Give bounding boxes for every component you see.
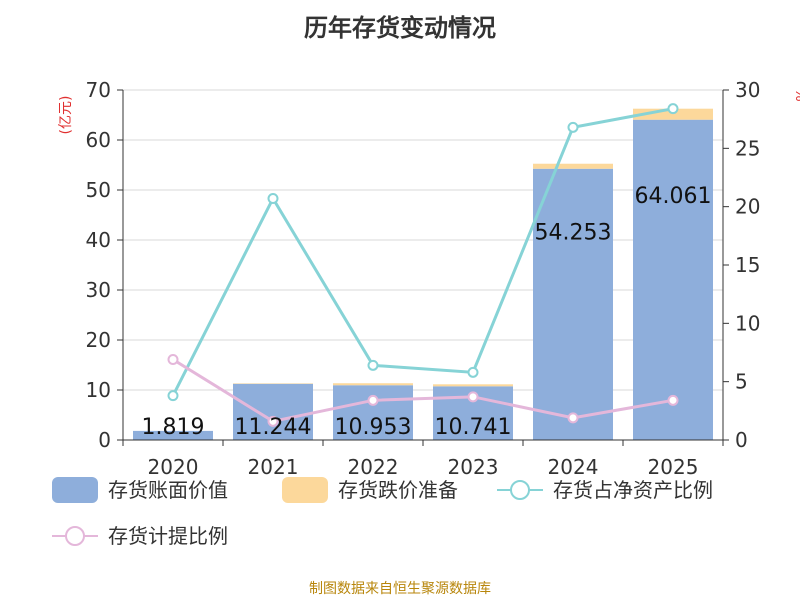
y-left-tick-label: 50 [86, 178, 111, 202]
legend-book-value-label: 存货账面价值 [108, 478, 228, 502]
lines [167, 103, 679, 427]
inventory-to-net-assets-point [667, 103, 679, 115]
bar-impairment-reserve [333, 383, 413, 386]
provision-ratio-point [367, 394, 379, 406]
y-right-tick-label: 15 [735, 253, 760, 277]
bar-impairment-reserve [633, 108, 713, 120]
legend-impairment-reserve-label: 存货跌价准备 [338, 478, 458, 502]
bars [133, 108, 713, 441]
legend-provision-ratio-swatch-marker [65, 526, 85, 546]
bar-impairment-reserve [533, 163, 613, 169]
legend-book-value-swatch [52, 477, 98, 503]
y-left-axis-label: (亿元) [58, 96, 74, 135]
bar-value-label: 64.061 [635, 184, 712, 209]
bar-book-value [233, 383, 313, 440]
data-labels: 1.819 11.244 10.953 10.741 54.253 64.061 [142, 184, 712, 440]
x-tick-label: 2022 [348, 455, 399, 479]
bar-value-label: 54.253 [535, 220, 612, 245]
x-tick-label: 2025 [648, 455, 699, 479]
y-left-tick-label: 20 [86, 328, 111, 352]
y-right-tick-label: 25 [735, 136, 760, 160]
provision-ratio-point [667, 394, 679, 406]
x-tick-label: 2024 [548, 455, 599, 479]
bar-book-value [533, 168, 613, 441]
x-tick-label: 2023 [448, 455, 499, 479]
y-right-tick-label: 20 [735, 195, 760, 219]
y-right-tick-label: 0 [735, 428, 748, 452]
inventory-to-net-assets-point [467, 366, 479, 378]
bar-book-value [133, 430, 213, 440]
axes: 010203040506070051015202530(亿元)%20202021… [58, 78, 800, 479]
bar-value-label: 11.244 [235, 415, 312, 440]
bar-impairment-reserve [433, 384, 513, 387]
y-right-tick-label: 10 [735, 311, 760, 335]
legend-provision-ratio-label: 存货计提比例 [108, 524, 228, 548]
y-right-axis-label: % [792, 88, 800, 101]
provision-ratio-point [567, 412, 579, 424]
legend-inventory-to-net-assets-swatch-marker [510, 480, 530, 500]
provision-ratio-point [167, 354, 179, 365]
inventory-to-net-assets-point [367, 359, 379, 371]
provision-ratio-line [172, 358, 674, 423]
inventory-to-net-assets-point [167, 390, 179, 402]
x-tick-label: 2021 [248, 455, 299, 479]
bar-value-label: 1.819 [142, 415, 205, 440]
y-left-tick-label: 40 [86, 228, 111, 252]
bar-book-value [633, 119, 713, 440]
bar-impairment-reserve [233, 383, 313, 384]
y-right-tick-label: 5 [735, 370, 748, 394]
inventory-to-net-assets-line [171, 107, 674, 397]
inventory-to-net-assets-point [567, 121, 579, 133]
y-left-tick-label: 30 [86, 278, 111, 302]
y-right-tick-label: 30 [735, 78, 760, 102]
x-tick-label: 2020 [148, 455, 199, 479]
legend-inventory-to-net-assets-label: 存货占净资产比例 [553, 478, 713, 502]
bar-book-value [333, 385, 413, 440]
y-left-tick-label: 10 [86, 378, 111, 402]
bar-value-label: 10.741 [435, 415, 512, 440]
provision-ratio-point [267, 415, 279, 427]
y-left-tick-label: 70 [86, 78, 111, 102]
y-left-tick-label: 0 [98, 428, 111, 452]
legend-impairment-reserve-swatch [282, 477, 328, 503]
inventory-to-net-assets-point [267, 193, 279, 204]
source-note: 制图数据来自恒生聚源数据库 [309, 581, 491, 597]
y-left-tick-label: 60 [86, 128, 111, 152]
bar-value-label: 10.953 [335, 415, 412, 440]
provision-ratio-point [467, 391, 479, 403]
chart-title: 历年存货变动情况 [304, 14, 496, 42]
